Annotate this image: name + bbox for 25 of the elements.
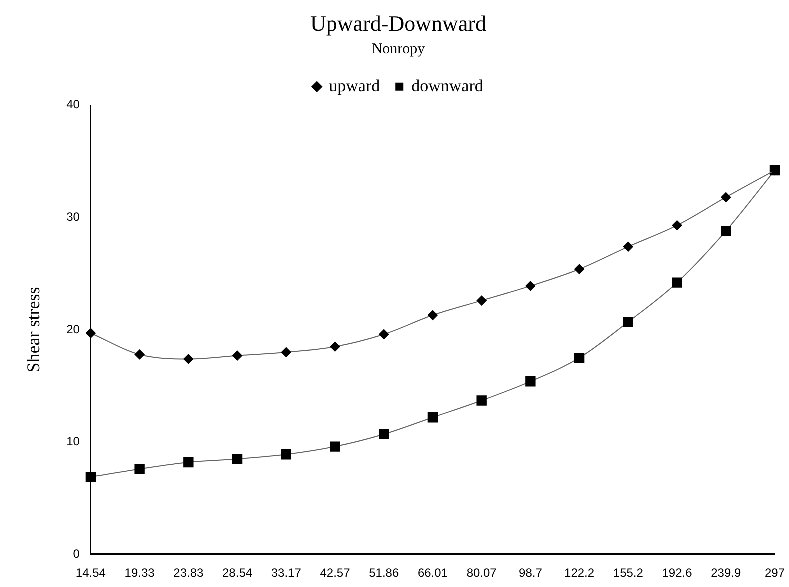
x-tick-label: 122.2 (564, 566, 595, 580)
y-tick-label: 0 (73, 546, 80, 561)
x-tick-label: 42.57 (320, 566, 351, 580)
y-tick-label: 40 (66, 98, 80, 112)
x-tick-label: 19.33 (124, 566, 156, 580)
x-tick-label: 80.07 (466, 566, 498, 580)
x-tick-label: 192.6 (662, 566, 693, 580)
y-axis-title: Shear stress (24, 287, 44, 373)
x-tick-label: 51.86 (369, 566, 400, 580)
x-tick-label: 14.54 (76, 566, 106, 580)
x-tick-label: 98.7 (519, 566, 543, 580)
legend-label: downward (412, 76, 484, 96)
x-tick-label: 28.54 (222, 566, 253, 580)
x-tick-label: 23.83 (174, 566, 204, 580)
legend-label: upward (329, 76, 381, 96)
y-tick-label: 10 (66, 434, 80, 449)
chart-title: Upward-Downward (310, 10, 486, 36)
chart-subtitle: Nonropy (372, 41, 426, 58)
x-tick-label: 239.9 (711, 566, 742, 580)
y-tick-label: 20 (66, 322, 80, 336)
x-tick-label: 66.01 (418, 566, 448, 580)
y-tick-label: 30 (66, 210, 80, 224)
x-tick-label: 155.2 (613, 566, 644, 580)
x-tick-label: 297 (764, 566, 786, 580)
x-tick-label: 33.17 (271, 566, 302, 580)
